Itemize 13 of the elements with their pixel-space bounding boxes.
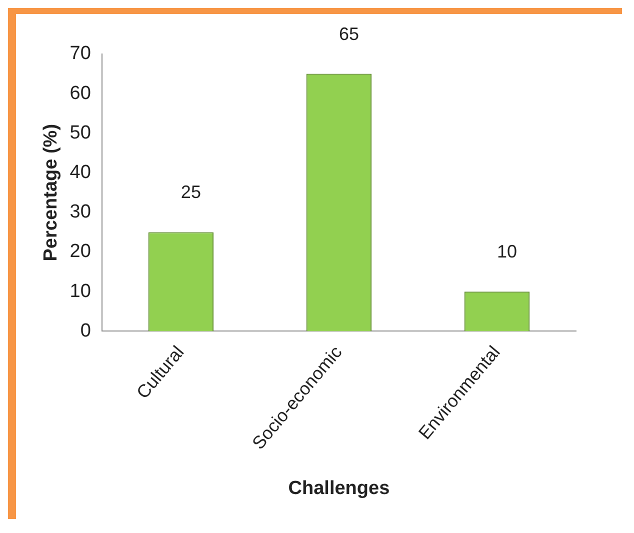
data-label: 65	[338, 24, 359, 44]
data-label: 10	[496, 242, 518, 262]
y-tick-label: 50	[70, 122, 91, 144]
y-tick-label: 20	[70, 241, 91, 262]
y-tick-label: 60	[70, 82, 91, 104]
y-tick-label: 30	[70, 202, 91, 223]
y-tick-label: 10	[70, 280, 91, 302]
data-label: 25	[180, 182, 201, 202]
y-tick-label: 70	[70, 43, 91, 64]
y-axis-title: Percentage (%)	[40, 124, 62, 262]
y-tick-label: 0	[80, 320, 91, 342]
y-tick-label: 40	[70, 162, 91, 184]
x-axis-title: Challenges	[288, 478, 390, 499]
